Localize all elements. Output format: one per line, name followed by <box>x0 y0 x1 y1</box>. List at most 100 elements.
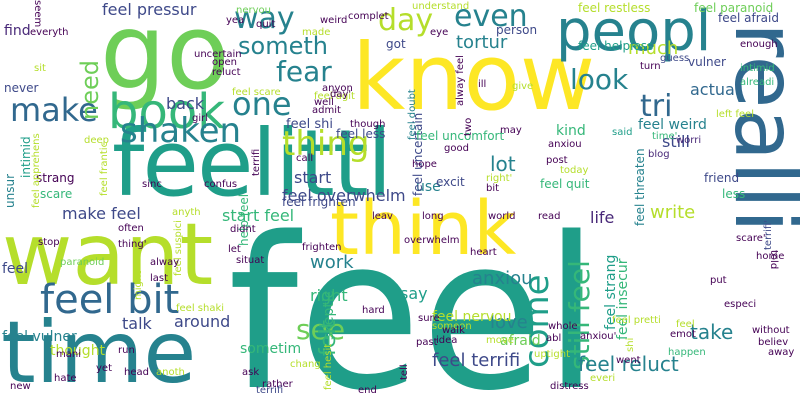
cloud-word: shaken <box>120 111 242 151</box>
cloud-word: find <box>4 23 31 39</box>
cloud-word: situat <box>236 255 265 266</box>
cloud-word: help feel <box>237 193 251 246</box>
cloud-word: scare' <box>736 233 766 244</box>
cloud-word: let <box>228 244 241 255</box>
cloud-word: feel shi <box>286 117 333 132</box>
cloud-word: work <box>310 252 354 273</box>
cloud-word: seem <box>32 0 43 28</box>
cloud-word: good <box>444 143 469 154</box>
cloud-word: away <box>768 347 795 358</box>
cloud-word: peopl <box>556 0 712 64</box>
cloud-word: guess <box>660 53 690 64</box>
cloud-word: feel pretti <box>612 315 661 326</box>
cloud-word: often <box>118 223 144 234</box>
cloud-word: sure <box>418 313 440 324</box>
cloud-word: afraid <box>500 333 541 349</box>
cloud-word: back <box>166 94 205 113</box>
cloud-word: mani <box>56 349 81 360</box>
cloud-word: went <box>616 355 641 366</box>
cloud-word: feel helpless <box>578 39 654 53</box>
cloud-word: want <box>2 205 214 305</box>
cloud-word: go <box>100 0 230 113</box>
cloud-word: ask <box>242 367 260 378</box>
cloud-word: strang <box>36 171 75 185</box>
cloud-word: intimid <box>740 63 775 74</box>
cloud-word: excit <box>436 175 465 189</box>
cloud-word: feel overwhelm <box>282 186 406 205</box>
cloud-word: fear <box>276 55 332 88</box>
cloud-word: feel weird <box>638 117 707 133</box>
cloud-word: thing <box>282 124 370 164</box>
cloud-word: feel bit <box>40 277 180 323</box>
cloud-word: feel restless <box>578 1 651 15</box>
cloud-word: eye <box>430 27 449 38</box>
cloud-word: start <box>294 168 332 187</box>
cloud-word: uncertain <box>194 49 242 60</box>
cloud-word: realli <box>715 22 800 233</box>
cloud-word: feel agit <box>314 91 355 102</box>
cloud-word: anoth <box>156 367 185 378</box>
cloud-word: anyth <box>172 207 201 218</box>
cloud-word: way <box>234 1 295 36</box>
cloud-word: deep <box>84 135 109 146</box>
cloud-word: two <box>463 117 474 136</box>
cloud-word: even <box>454 0 528 34</box>
cloud-word: shi <box>625 337 636 352</box>
cloud-word: heart <box>470 247 497 258</box>
cloud-word: head <box>124 367 149 378</box>
cloud-word: much <box>628 38 679 59</box>
cloud-word: distress <box>550 381 589 392</box>
cloud-word: past <box>416 337 438 348</box>
cloud-word: feel vulner <box>2 329 77 345</box>
cloud-word: chang <box>290 359 321 370</box>
cloud-word: whole <box>548 321 578 332</box>
cloud-word: nervou <box>236 5 271 16</box>
cloud-word: admit <box>312 105 341 116</box>
cloud-word: idea <box>436 335 458 346</box>
cloud-word: might <box>133 270 144 300</box>
cloud-word: stop <box>38 237 60 248</box>
cloud-word: love <box>490 312 528 333</box>
cloud-word: especi <box>724 299 757 310</box>
cloud-word: feel doubt <box>407 89 418 140</box>
cloud-word: talk <box>122 314 152 333</box>
cloud-word: feel uncomfort <box>416 129 505 143</box>
cloud-word: feel paranoid <box>694 1 774 15</box>
cloud-word: post <box>546 155 568 166</box>
cloud-word: feel afraid <box>718 11 779 25</box>
cloud-word: tortur <box>456 32 508 53</box>
cloud-word: turn <box>640 61 661 72</box>
cloud-word: alway feel <box>455 55 466 106</box>
cloud-word: worri <box>676 135 702 146</box>
cloud-word: ill <box>478 79 487 90</box>
cloud-word: understand <box>412 1 470 12</box>
cloud-word: take <box>690 320 734 344</box>
cloud-word: hope <box>412 159 437 170</box>
cloud-word: still <box>662 132 690 151</box>
cloud-word: well <box>314 97 334 108</box>
cloud-word: tri <box>640 89 673 124</box>
cloud-word: weird <box>320 15 348 26</box>
cloud-word: made <box>302 27 331 38</box>
cloud-word: give <box>512 81 534 92</box>
cloud-word: use <box>416 179 441 195</box>
cloud-word: overwhelm <box>404 235 460 246</box>
cloud-word: run <box>118 345 135 356</box>
cloud-word: long <box>422 211 444 222</box>
cloud-word: bit <box>486 183 500 194</box>
cloud-word: alreadi <box>740 77 775 88</box>
cloud-word: told <box>768 250 779 270</box>
cloud-word: feel nervou <box>432 309 512 325</box>
cloud-word: leav <box>372 211 393 222</box>
cloud-word: happen <box>668 347 706 358</box>
cloud-word: someth <box>238 32 328 60</box>
cloud-word: feel frighten <box>282 195 356 209</box>
cloud-word: sinc <box>142 179 162 190</box>
cloud-word: may <box>500 125 522 136</box>
cloud-word: world <box>488 211 516 222</box>
cloud-word: see <box>296 313 346 346</box>
cloud-word: feel less <box>336 127 386 141</box>
cloud-word: lot <box>490 152 516 176</box>
cloud-word: someon <box>432 321 472 332</box>
